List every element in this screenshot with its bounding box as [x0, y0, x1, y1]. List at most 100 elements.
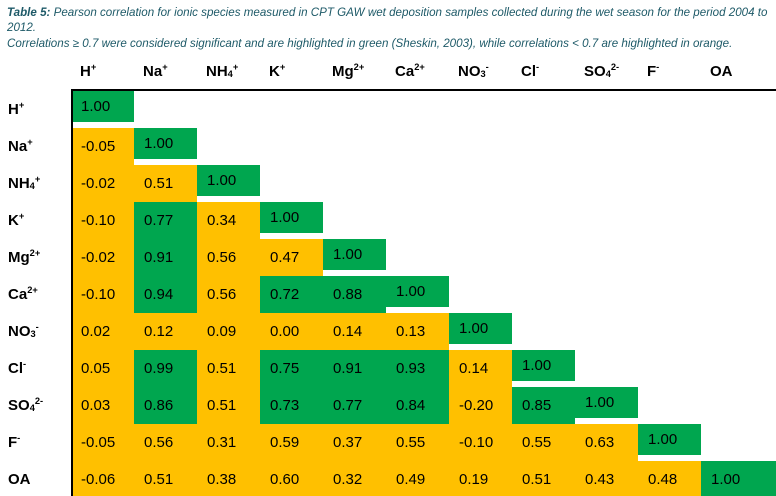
empty-cell — [701, 164, 776, 202]
empty-cell — [512, 90, 575, 128]
empty-cell — [638, 349, 701, 387]
correlation-cell: 0.14 — [323, 312, 386, 350]
correlation-cell: 0.99 — [134, 349, 197, 387]
correlation-cell: 1.00 — [323, 238, 386, 276]
correlation-cell: 0.51 — [197, 386, 260, 424]
table-caption-line1: Pearson correlation for ionic species me… — [7, 6, 768, 35]
empty-cell — [638, 312, 701, 350]
correlation-cell: 0.55 — [386, 423, 449, 461]
correlation-cell: -0.05 — [71, 423, 134, 461]
correlation-cell: 0.72 — [260, 275, 323, 313]
correlation-cell: 0.32 — [323, 460, 386, 496]
column-header: Cl - — [521, 62, 540, 81]
row-label: NH 4 + — [6, 164, 71, 202]
correlation-cell: 0.48 — [638, 460, 701, 496]
correlation-cell: 0.13 — [386, 312, 449, 350]
correlation-cell: 0.63 — [575, 423, 638, 461]
empty-cell — [701, 275, 776, 313]
correlation-cell: 0.86 — [134, 386, 197, 424]
correlation-cell: -0.02 — [71, 164, 134, 202]
row-label: OA — [6, 460, 71, 496]
correlation-cell: 0.94 — [134, 275, 197, 313]
empty-cell — [701, 423, 776, 461]
empty-cell — [701, 127, 776, 165]
empty-cell — [701, 201, 776, 239]
empty-cell — [701, 90, 776, 128]
empty-cell — [638, 386, 701, 424]
correlation-cell: 0.37 — [323, 423, 386, 461]
empty-cell — [386, 90, 449, 128]
empty-cell — [575, 349, 638, 387]
empty-cell — [134, 90, 197, 128]
correlation-cell: 0.91 — [323, 349, 386, 387]
empty-cell — [260, 90, 323, 128]
empty-cell — [197, 127, 260, 165]
correlation-cell: 0.49 — [386, 460, 449, 496]
column-header: H + — [80, 62, 97, 81]
correlation-cell: 1.00 — [386, 275, 449, 313]
correlation-cell: -0.05 — [71, 127, 134, 165]
empty-cell — [575, 164, 638, 202]
correlation-cell: 0.59 — [260, 423, 323, 461]
empty-cell — [449, 238, 512, 276]
correlation-cell: 0.09 — [197, 312, 260, 350]
empty-cell — [323, 127, 386, 165]
column-header: NO 3- — [458, 62, 489, 81]
empty-cell — [323, 201, 386, 239]
empty-cell — [449, 201, 512, 239]
column-header: Na + — [143, 62, 168, 81]
correlation-table: H + Na + NH 4 + K + Mg 2+ Ca 2+ NO 3- Cl - SO 4 2- F - OA H +1.0… — [6, 52, 776, 496]
correlation-cell: 0.77 — [134, 201, 197, 239]
correlation-cell: 0.34 — [197, 201, 260, 239]
correlation-cell: 1.00 — [260, 201, 323, 239]
empty-cell — [260, 164, 323, 202]
empty-cell — [575, 201, 638, 239]
correlation-cell: 1.00 — [575, 386, 638, 424]
empty-cell — [701, 386, 776, 424]
empty-cell — [323, 90, 386, 128]
correlation-cell: 0.84 — [386, 386, 449, 424]
column-header: OA — [710, 63, 733, 81]
table-caption-line2: Correlations ≥ 0.7 were considered signi… — [7, 36, 733, 50]
column-header: K + — [269, 62, 286, 81]
column-header: SO 4 2- — [584, 62, 620, 81]
empty-cell — [575, 275, 638, 313]
correlation-cell: 0.85 — [512, 386, 575, 424]
correlation-cell: 0.03 — [71, 386, 134, 424]
table-caption: Table 5: Pearson correlation for ionic s… — [7, 5, 770, 51]
correlation-cell: 0.43 — [575, 460, 638, 496]
row-label: K + — [6, 201, 71, 239]
correlation-cell: -0.10 — [449, 423, 512, 461]
correlation-cell: 1.00 — [638, 423, 701, 461]
row-label: SO 4 2- — [6, 386, 71, 424]
table-top-border — [71, 88, 776, 91]
row-label: Ca 2+ — [6, 275, 71, 313]
empty-cell — [386, 164, 449, 202]
empty-cell — [323, 164, 386, 202]
empty-cell — [512, 164, 575, 202]
correlation-cell: -0.02 — [71, 238, 134, 276]
empty-cell — [260, 127, 323, 165]
correlation-cell: 0.38 — [197, 460, 260, 496]
correlation-cell: 0.51 — [197, 349, 260, 387]
empty-cell — [701, 238, 776, 276]
empty-cell — [575, 238, 638, 276]
empty-cell — [638, 164, 701, 202]
row-label: Mg 2+ — [6, 238, 71, 276]
empty-cell — [386, 238, 449, 276]
correlation-cell: 0.88 — [323, 275, 386, 313]
row-label: H + — [6, 90, 71, 128]
empty-cell — [449, 164, 512, 202]
correlation-cell: 0.73 — [260, 386, 323, 424]
empty-cell — [638, 127, 701, 165]
empty-cell — [638, 90, 701, 128]
correlation-cell: 0.47 — [260, 238, 323, 276]
row-label: Na + — [6, 127, 71, 165]
correlation-cell: 1.00 — [71, 90, 134, 128]
empty-cell — [575, 90, 638, 128]
correlation-cell: 0.91 — [134, 238, 197, 276]
correlation-cell: -0.10 — [71, 201, 134, 239]
correlation-cell: 0.56 — [197, 238, 260, 276]
empty-cell — [512, 275, 575, 313]
empty-cell — [512, 238, 575, 276]
